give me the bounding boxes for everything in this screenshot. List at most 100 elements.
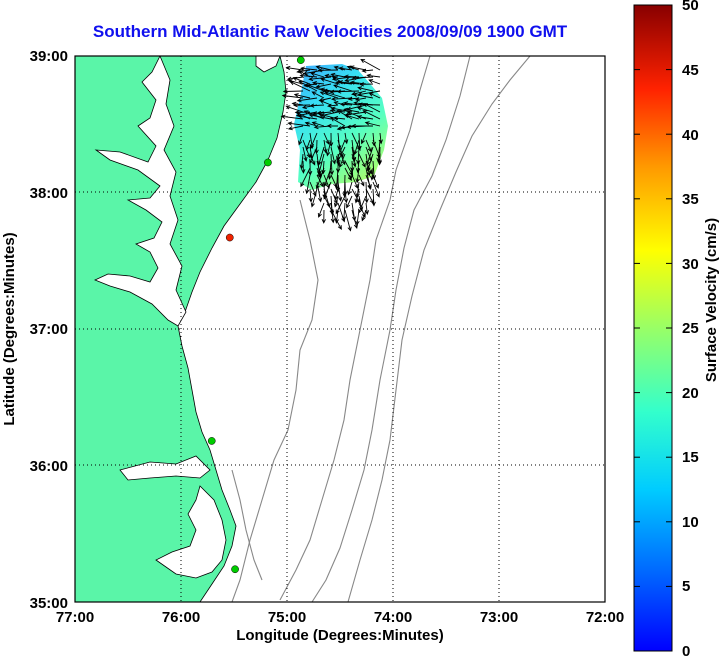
velocity-vector	[297, 114, 318, 120]
velocity-vector	[349, 80, 367, 85]
velocity-vector	[360, 132, 367, 145]
velocity-vector	[293, 103, 311, 108]
velocity-vector	[343, 188, 349, 204]
velocity-vector	[281, 93, 304, 99]
velocity-vector	[349, 65, 367, 71]
velocity-vector	[364, 121, 381, 127]
velocity-vector	[347, 96, 360, 101]
velocity-vector	[311, 121, 325, 127]
velocity-vector	[293, 93, 311, 99]
y-tick-label: 37:00	[30, 321, 68, 338]
velocity-vector	[343, 107, 360, 113]
velocity-vector	[335, 80, 353, 85]
x-axis-label: Longitude (Degrees:Minutes)	[236, 627, 444, 644]
velocity-vector	[351, 174, 359, 189]
velocity-vector	[324, 73, 339, 79]
velocity-vector	[364, 202, 370, 216]
velocity-vector	[309, 103, 325, 108]
velocity-vector	[343, 74, 360, 79]
colorbar: 50 45 40 35 30 25 20 15 10 5 0 Surface V…	[633, 0, 720, 659]
hf-radar-stations	[207, 56, 305, 574]
velocity-vector	[346, 111, 367, 120]
colorbar-tick-label: 35	[682, 191, 699, 208]
y-tick-label: 36:00	[30, 458, 68, 475]
velocity-vector	[334, 188, 339, 201]
velocity-vector	[287, 121, 311, 127]
velocity-vector	[363, 103, 381, 113]
bathymetry-contours	[231, 56, 531, 602]
velocity-vector	[366, 73, 381, 78]
velocity-vector	[361, 209, 367, 222]
velocity-vector	[372, 174, 379, 189]
velocity-vector	[368, 92, 381, 99]
y-tick-label: 39:00	[30, 48, 68, 65]
velocity-vector	[370, 167, 375, 181]
velocity-vector	[299, 66, 318, 71]
x-tick-label: 72:00	[586, 609, 624, 626]
velocity-vector	[329, 153, 334, 176]
colorbar-tick-label: 25	[682, 320, 699, 337]
station-marker	[225, 233, 234, 242]
velocity-vector	[303, 110, 325, 120]
delaware-bay	[255, 56, 281, 73]
colorbar-tick-label: 30	[682, 256, 699, 273]
velocity-vector	[352, 92, 374, 99]
velocity-vector	[346, 195, 353, 209]
velocity-vector	[292, 76, 311, 85]
station-marker	[231, 565, 239, 574]
velocity-vector	[338, 153, 346, 169]
velocity-vector	[336, 153, 341, 167]
velocity-vector	[308, 160, 313, 176]
velocity-vectors	[280, 58, 383, 232]
velocity-vector	[358, 153, 366, 168]
velocity-vector	[368, 79, 381, 85]
velocity-vector	[330, 106, 353, 113]
velocity-vector	[282, 89, 304, 94]
velocity-vector	[317, 202, 325, 218]
colorbar-tick-label: 5	[682, 578, 690, 595]
velocity-vector	[280, 114, 304, 120]
chesapeake-bay	[93, 56, 187, 327]
velocity-vector	[306, 84, 325, 92]
y-tick-label: 38:00	[30, 185, 68, 202]
station-marker	[296, 56, 305, 64]
y-axis-label: Latitude (Degrees:Minutes)	[1, 232, 18, 425]
velocity-vector	[377, 153, 382, 166]
velocity-vector	[305, 139, 311, 151]
station-marker	[207, 437, 216, 445]
velocity-vector	[351, 123, 374, 129]
velocity-vector	[315, 65, 332, 71]
velocity-vector	[321, 160, 326, 175]
chart-title: Southern Mid-Atlantic Raw Velocities 200…	[92, 22, 568, 41]
velocity-vector	[310, 72, 325, 78]
velocity-vector	[310, 188, 318, 208]
velocity-vector	[356, 106, 374, 113]
velocity-vector	[359, 82, 374, 87]
velocity-vector	[341, 202, 347, 222]
velocity-vector	[317, 68, 339, 73]
velocity-vector	[343, 113, 360, 120]
station-marker	[264, 158, 272, 167]
velocity-vector	[354, 97, 367, 102]
velocity-vector	[355, 209, 360, 226]
colorbar-tick-label: 40	[682, 127, 699, 144]
velocity-vector	[301, 160, 306, 174]
velocity-vector	[326, 123, 339, 129]
velocity-vector	[333, 195, 339, 208]
velocity-vector	[344, 209, 352, 232]
velocity-vector	[344, 132, 349, 145]
velocity-vector	[309, 153, 316, 166]
velocity-vector	[315, 83, 332, 89]
colorbar-tick-label: 50	[682, 0, 699, 14]
velocity-vector	[351, 209, 358, 230]
x-tick-label: 76:00	[162, 609, 200, 626]
velocity-vector	[336, 89, 360, 94]
velocity-vector	[330, 72, 346, 78]
x-tick-labels: 77:00 76:00 75:00 74:00 73:00 72:00	[56, 609, 624, 626]
velocity-vector	[364, 181, 369, 204]
velocity-vector	[308, 113, 332, 120]
velocity-vector	[354, 188, 360, 204]
velocity-vector	[330, 174, 338, 188]
velocity-vector	[365, 188, 374, 205]
velocity-vector	[324, 91, 346, 99]
